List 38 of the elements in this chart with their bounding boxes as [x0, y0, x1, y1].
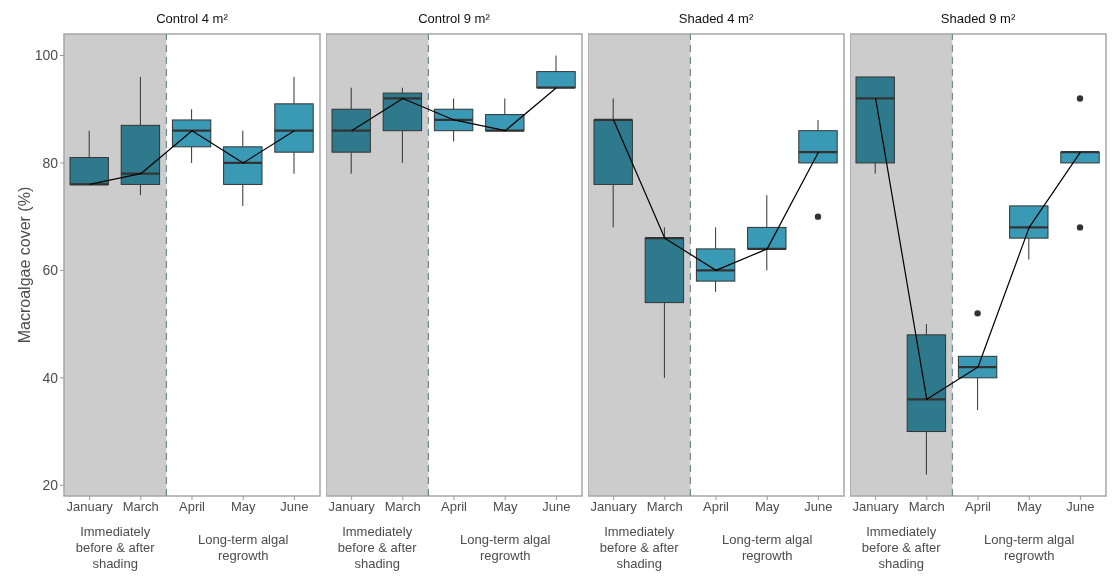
x-tick-label: January: [66, 499, 114, 515]
chart-title: Control 9 m²: [417, 10, 491, 28]
text: Immediately before & after shading: [336, 524, 418, 572]
text: Immediately before & after shading: [860, 524, 942, 572]
y-axis-title: Macroalgae cover (%): [15, 186, 33, 344]
x-tick-label: May: [492, 499, 518, 515]
text: Long-term algal regrowth: [721, 531, 814, 564]
x-tick-label: May: [1016, 499, 1042, 515]
chart-title: Shaded 9 m²: [939, 10, 1017, 28]
x-tick-label: May: [754, 499, 780, 515]
x-tick-label: April: [440, 499, 468, 515]
x-tick-label: April: [702, 499, 730, 515]
y-tick-label: 80: [42, 154, 59, 171]
chart-title: Control 4 m²: [155, 10, 229, 28]
x-tick-label: May: [230, 499, 256, 515]
y-tick-label: 20: [42, 477, 59, 494]
x-tick-label: April: [178, 499, 206, 515]
x-tick-label: June: [804, 499, 833, 515]
text: Long-term algal regrowth: [459, 531, 552, 564]
y-tick-label: 40: [42, 369, 59, 386]
x-tick-label: March: [384, 499, 421, 515]
x-tick-label: January: [852, 499, 900, 515]
x-tick-label: March: [122, 499, 159, 515]
x-tick-label: June: [542, 499, 571, 515]
x-tick-label: March: [908, 499, 945, 515]
text: Immediately before & after shading: [598, 524, 680, 572]
x-tick-label: April: [964, 499, 992, 515]
x-tick-label: January: [590, 499, 638, 515]
text: Long-term algal regrowth: [197, 531, 290, 564]
text: Immediately before & after shading: [74, 524, 156, 572]
x-tick-label: March: [646, 499, 683, 515]
y-tick-label: 100: [34, 47, 59, 64]
x-tick-label: January: [328, 499, 376, 515]
x-tick-label: June: [280, 499, 309, 515]
x-tick-label: June: [1066, 499, 1095, 515]
y-tick-label: 60: [42, 262, 59, 279]
text: Long-term algal regrowth: [983, 531, 1076, 564]
chart-title: Shaded 4 m²: [677, 10, 755, 28]
